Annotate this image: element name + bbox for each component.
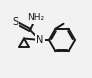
Text: NH₂: NH₂ — [27, 13, 45, 22]
Text: S: S — [12, 17, 18, 27]
Text: N: N — [36, 35, 44, 45]
